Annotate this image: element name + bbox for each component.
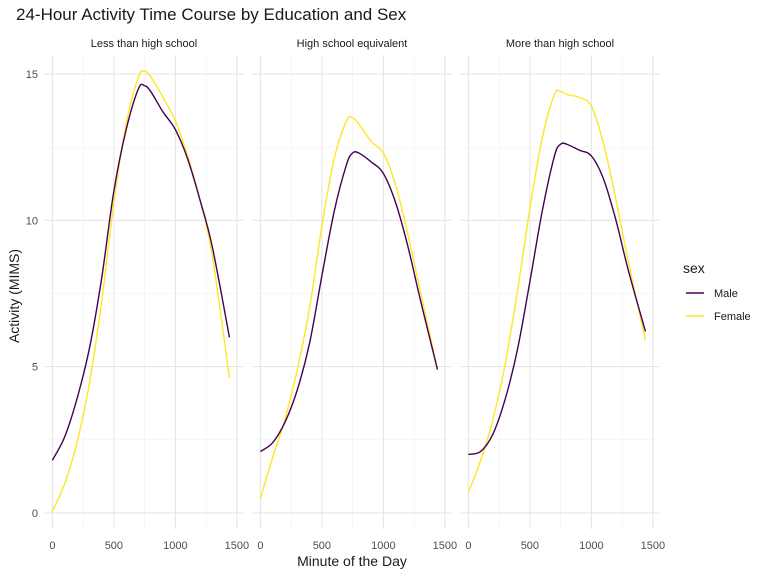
legend: sex Male Female: [683, 260, 751, 323]
x-tick-label: 1000: [579, 540, 603, 552]
x-tick-label: 500: [521, 540, 539, 552]
facet-panel-1: Less than high school 0 500 1000 1500 0 5 10 15: [26, 38, 249, 552]
y-tick-label: 0: [32, 508, 38, 520]
series-line-female: [51, 69, 231, 512]
x-tick-label: 0: [465, 540, 471, 552]
x-tick-label: 1500: [641, 540, 665, 552]
legend-label-female: Female: [714, 311, 751, 323]
x-tick-label: 0: [257, 540, 263, 552]
chart-title: 24-Hour Activity Time Course by Educatio…: [16, 5, 407, 24]
legend-title: sex: [683, 260, 705, 276]
series-line-female: [259, 115, 439, 499]
facet-strip-label: High school equivalent: [297, 38, 408, 50]
series-line-male: [259, 151, 439, 453]
x-tick-label: 500: [313, 540, 331, 552]
x-tick-label: 1000: [163, 540, 187, 552]
x-axis-title: Minute of the Day: [297, 553, 407, 569]
facet-panel-3: More than high school 0 500 1000 1500: [461, 38, 665, 552]
facet-strip-label: Less than high school: [91, 38, 197, 50]
x-tick-label: 500: [105, 540, 123, 552]
series-line-male: [468, 142, 647, 456]
x-tick-label: 1500: [225, 540, 249, 552]
y-axis-title: Activity (MIMS): [6, 249, 22, 343]
facet-panels: Less than high school 0 500 1000 1500 0 5 10 15 H…: [26, 38, 665, 552]
y-tick-label: 10: [26, 215, 38, 227]
series-line-female: [467, 89, 647, 493]
x-tick-label: 1500: [433, 540, 457, 552]
y-tick-label: 5: [32, 362, 38, 374]
legend-label-male: Male: [714, 288, 738, 300]
series-line-male: [51, 83, 231, 461]
y-tick-label: 15: [26, 69, 38, 81]
facet-panel-2: High school equivalent 0 500 1000 1500: [253, 38, 457, 552]
x-tick-label: 1000: [371, 540, 395, 552]
x-tick-label: 0: [49, 540, 55, 552]
facet-strip-label: More than high school: [506, 38, 614, 50]
